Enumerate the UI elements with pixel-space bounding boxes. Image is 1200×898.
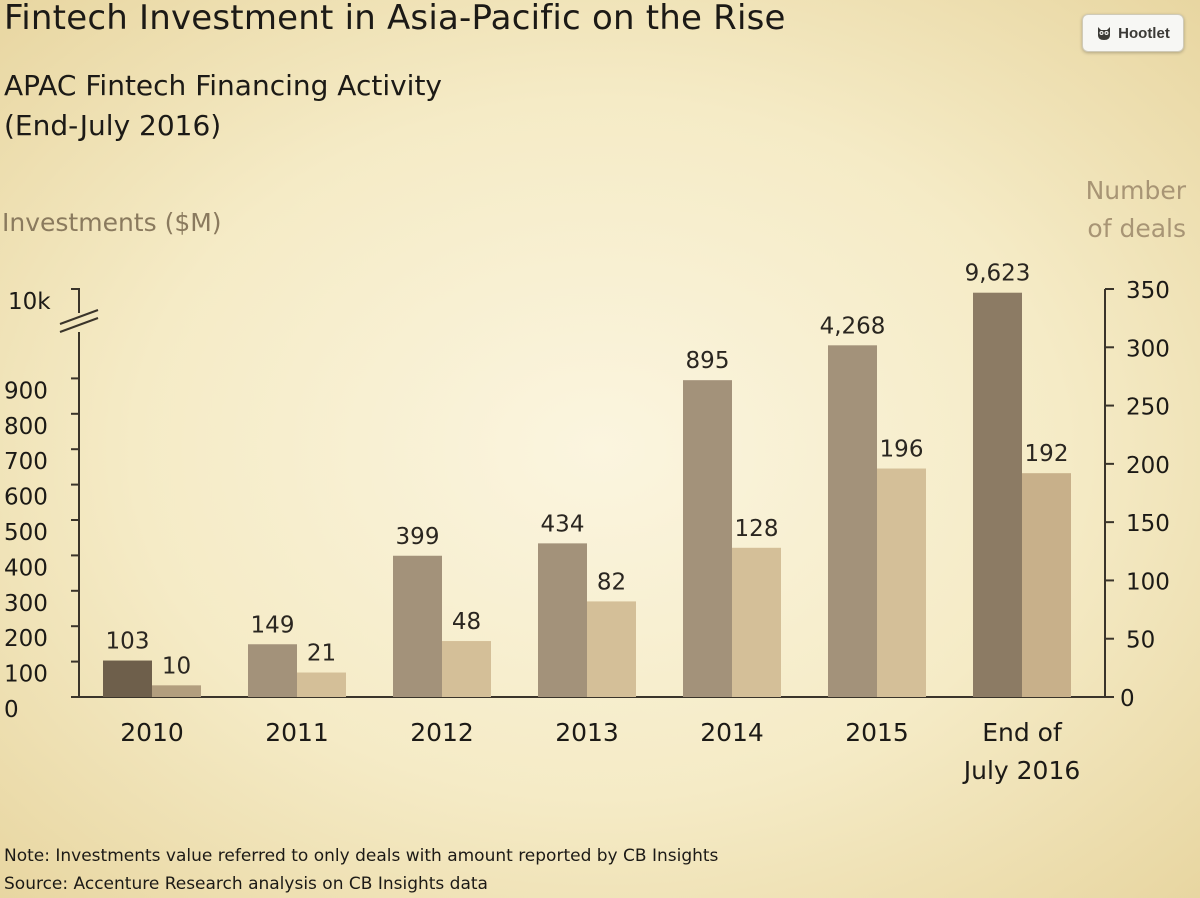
right-axis-tick-label: 150 [1126,511,1170,537]
chart-subtitle: APAC Fintech Financing Activity (End-Jul… [4,66,442,146]
investment-value-label: 895 [686,348,730,374]
right-axis-tick-label: 0 [1120,686,1135,712]
deals-bar [152,685,201,697]
left-axis-tick-label: 300 [4,591,48,617]
deals-value-label: 21 [307,641,336,667]
category-label: 2014 [700,718,764,747]
investment-bar [683,380,732,697]
left-axis-tick-label: 0 [4,697,19,723]
investment-value-label: 149 [251,612,295,638]
category-label: End of [982,718,1063,747]
category-label: 2015 [845,718,909,747]
investment-bar [248,644,297,697]
left-axis-tick-label: 500 [4,520,48,546]
left-axis-tick-label: 800 [4,414,48,440]
category-label: 2013 [555,718,619,747]
investment-bar [973,292,1022,697]
deals-value-label: 10 [162,653,191,679]
category-label: 2011 [265,718,329,747]
hootlet-label: Hootlet [1118,24,1170,42]
deals-bar [587,601,636,697]
footnote: Note: Investments value referred to only… [4,842,718,898]
right-axis-title: Number of deals [1056,172,1186,248]
owl-icon [1098,27,1111,40]
investment-bar [828,345,877,697]
right-axis-title-line-2: of deals [1087,214,1186,243]
investment-bar [393,555,442,697]
deals-value-label: 196 [880,437,924,463]
right-axis-tick-label: 300 [1126,336,1170,362]
subtitle-line-1: APAC Fintech Financing Activity [4,69,443,102]
investment-value-label: 4,268 [820,313,886,339]
hootlet-button[interactable]: Hootlet [1082,14,1184,52]
source-text: Source: Accenture Research analysis on C… [4,874,488,894]
investment-value-label: 9,623 [965,261,1031,287]
deals-bar [732,547,781,697]
left-axis-tick-label: 600 [4,485,48,511]
left-axis-tick-label: 700 [4,449,48,475]
chart-title: Fintech Investment in Asia-Pacific on th… [4,0,786,38]
deals-value-label: 128 [735,516,779,542]
investment-value-label: 399 [396,524,440,550]
right-axis-tick-label: 100 [1126,569,1170,595]
axis-break-mark [59,317,99,333]
right-axis-title-line-1: Number [1085,176,1186,205]
deals-value-label: 82 [597,569,626,595]
deals-value-label: 48 [452,609,481,635]
right-axis-tick-label: 350 [1126,278,1170,304]
deals-bar [1022,473,1071,697]
investment-bar [538,543,587,697]
left-axis-top-segment [71,288,80,313]
investment-value-label: 103 [106,629,150,655]
left-axis-tick-label: 100 [4,662,48,688]
right-axis-tick-label: 50 [1126,628,1155,654]
left-axis-tick-label: 400 [4,555,48,581]
subtitle-line-2: (End-July 2016) [4,109,222,142]
axis-break-mark [59,309,99,325]
left-axis-title: Investments ($M) [2,208,222,237]
category-label: July 2016 [962,756,1081,785]
investment-value-label: 434 [541,511,585,537]
left-axis-tick-label: 10k [8,289,51,315]
right-axis-tick-label: 250 [1126,395,1170,421]
investment-bar [103,660,152,697]
category-label: 2010 [120,718,184,747]
note-text: Note: Investments value referred to only… [4,846,719,866]
deals-bar [297,672,346,697]
right-axis-tick-label: 200 [1126,453,1170,479]
deals-bar [877,468,926,697]
left-axis-tick-label: 900 [4,378,48,404]
deals-value-label: 192 [1025,441,1069,467]
deals-bar [442,641,491,697]
left-axis-tick-label: 200 [4,626,48,652]
category-label: 2012 [410,718,474,747]
